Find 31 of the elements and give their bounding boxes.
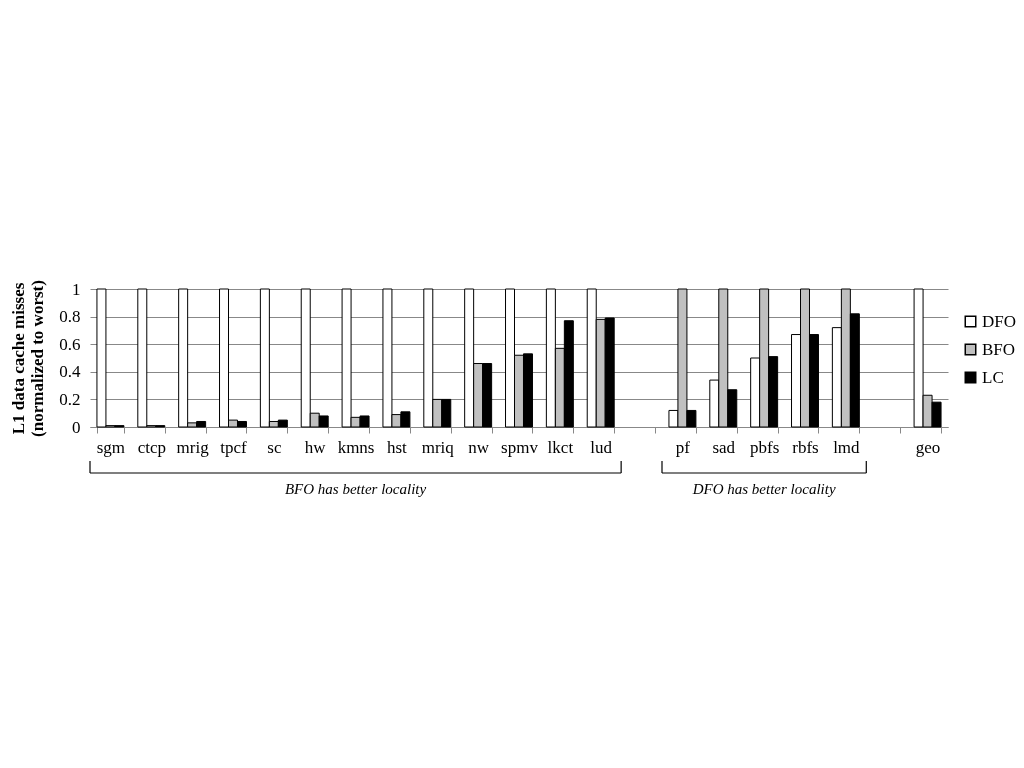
x-tick-label: hw xyxy=(304,437,327,457)
text: BFO has better locality xyxy=(284,481,427,497)
x-tick-label: sc xyxy=(267,437,282,457)
x-tick-label: rbfs xyxy=(792,437,819,457)
x-tick-label: tpcf xyxy=(220,437,248,457)
x-tick-label: spmv xyxy=(501,437,539,457)
x-tick-label: lud xyxy=(590,437,613,457)
x-tick-label: nw xyxy=(468,437,490,457)
x-tick-label: geo xyxy=(915,437,941,457)
y-tick-label: 0.4 xyxy=(59,362,81,382)
x-tick-label: lkct xyxy=(547,437,574,457)
y-axis-title: L1 data cache misses (normalized to worst) xyxy=(9,280,48,437)
legend-label: DFO xyxy=(982,311,1017,331)
x-tick-label: sad xyxy=(712,437,736,457)
x-tick-label: kmns xyxy=(337,437,375,457)
legend-label: BFO xyxy=(982,339,1016,359)
y-tick-label: 0.6 xyxy=(59,334,81,354)
y-tick-label: 0 xyxy=(72,417,81,437)
x-tick-label: lmd xyxy=(833,437,861,457)
x-tick-label: pf xyxy=(675,437,691,457)
y-tick-label: 1 xyxy=(72,279,81,299)
x-tick-label: ctcp xyxy=(137,437,166,457)
x-tick-label: pbfs xyxy=(750,437,780,457)
x-tick-label: mrig xyxy=(176,437,210,457)
x-tick-label: sgm xyxy=(96,437,126,457)
x-tick-label: hst xyxy=(387,437,408,457)
legend-label: LC xyxy=(982,367,1004,387)
text: DFO has better locality xyxy=(691,481,836,497)
y-tick-label: 0.2 xyxy=(59,389,81,409)
y-tick-label: 0.8 xyxy=(59,307,81,327)
x-tick-label: mriq xyxy=(421,437,455,457)
